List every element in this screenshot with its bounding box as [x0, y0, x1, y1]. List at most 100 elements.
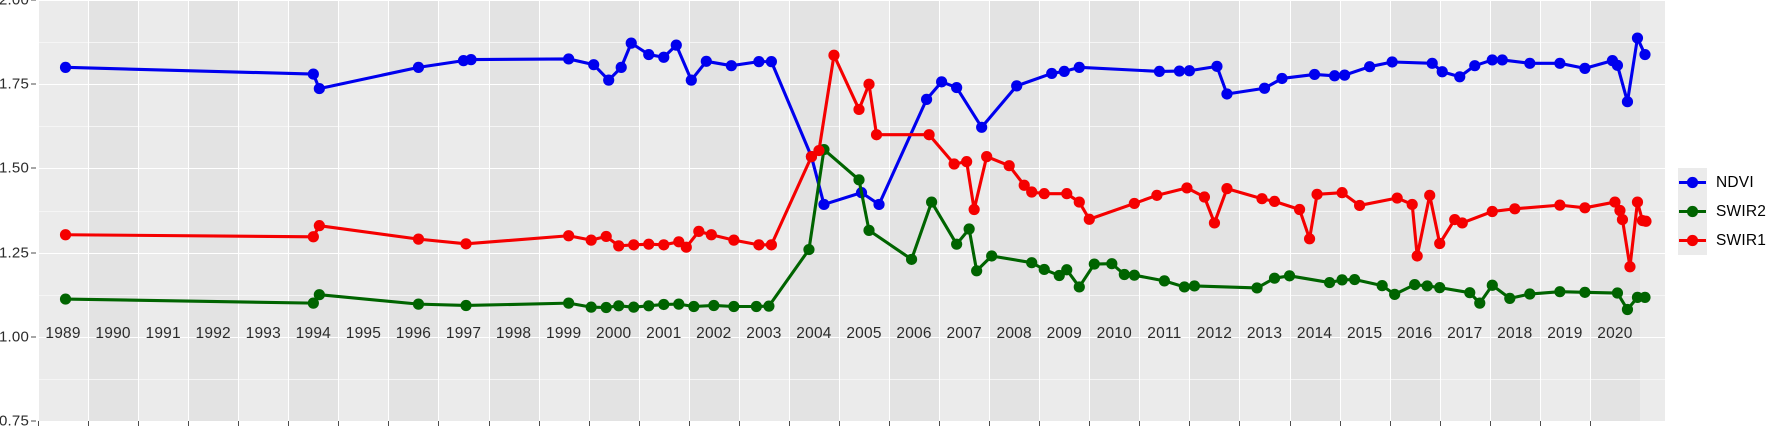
data-point [725, 60, 737, 72]
x-axis-tick-mark [238, 421, 239, 426]
x-axis-tick-mark [789, 421, 790, 426]
data-point [1058, 65, 1070, 77]
data-point [1088, 258, 1100, 270]
data-point [753, 56, 765, 68]
x-axis-tick-mark [138, 421, 139, 426]
x-axis-tick-label: 1995 [345, 325, 382, 342]
x-axis-tick-mark [1039, 421, 1040, 426]
data-point [1554, 57, 1566, 69]
data-point [951, 238, 963, 250]
vertical-gridline [1039, 0, 1040, 421]
data-point [986, 250, 998, 262]
legend-key-icon [1678, 226, 1707, 255]
legend-item-swir2[interactable]: SWIR2 [1678, 197, 1773, 226]
data-point [1038, 263, 1050, 276]
data-point [1454, 71, 1466, 83]
data-point [658, 239, 670, 251]
data-point [948, 158, 960, 170]
data-point [1181, 182, 1193, 194]
x-axis-tick-mark [1290, 421, 1291, 426]
data-point [585, 234, 597, 246]
data-point [1389, 288, 1401, 300]
y-axis-tick-label: 1.00 [0, 328, 29, 346]
data-point [600, 301, 612, 314]
data-point [813, 144, 825, 157]
legend-key-icon [1678, 197, 1707, 226]
series-swir1 [59, 49, 1652, 273]
data-point [1221, 183, 1233, 195]
x-axis-tick-label: 1997 [445, 325, 482, 342]
horizontal-gridline-major [38, 337, 1665, 338]
data-point [313, 220, 325, 232]
data-point [588, 59, 600, 71]
panel-band [388, 0, 439, 421]
data-point [1251, 282, 1263, 294]
data-point [1073, 281, 1085, 293]
data-point [412, 233, 425, 245]
vertical-gridline [839, 0, 840, 421]
x-axis-tick-label: 2008 [996, 325, 1032, 342]
data-point [1211, 60, 1223, 72]
data-point [643, 300, 655, 312]
x-axis-tick-label: 1989 [45, 325, 81, 342]
data-point [863, 224, 875, 236]
plot-panel [38, 0, 1665, 421]
data-point [1268, 272, 1281, 284]
x-axis-tick-label: 2011 [1147, 325, 1182, 342]
data-point [1038, 188, 1050, 200]
data-point [700, 55, 712, 67]
data-point [658, 51, 670, 63]
data-point [1386, 56, 1398, 68]
data-point [1118, 268, 1130, 281]
data-point [1474, 297, 1486, 309]
x-axis-tick-label: 2019 [1547, 325, 1583, 342]
data-point [693, 225, 705, 237]
data-point [1221, 88, 1233, 100]
data-point [1391, 192, 1403, 204]
data-point [765, 56, 778, 68]
data-point [968, 203, 980, 216]
data-point [685, 74, 697, 86]
data-point [1026, 186, 1038, 198]
data-point [818, 198, 830, 211]
x-axis-tick-label: 2015 [1346, 325, 1383, 342]
data-point [1624, 261, 1636, 273]
x-axis [38, 421, 1665, 442]
data-point [1208, 217, 1221, 229]
data-point [920, 93, 933, 105]
series-ndvi [59, 32, 1651, 211]
vertical-gridline [438, 0, 439, 421]
data-point [1083, 213, 1095, 225]
data-point [1426, 57, 1438, 69]
data-point [680, 241, 692, 253]
data-point [585, 301, 597, 313]
series-line [63, 53, 1648, 269]
horizontal-gridline-minor [38, 295, 1665, 296]
data-point [460, 238, 472, 250]
data-point [1456, 217, 1468, 229]
legend-key-icon [1678, 168, 1707, 197]
data-point [1579, 286, 1591, 298]
legend-item-swir1[interactable]: SWIR1 [1678, 226, 1773, 255]
data-point [870, 129, 883, 141]
vertical-gridline [1340, 0, 1341, 421]
data-point [1621, 96, 1634, 108]
data-point [1579, 62, 1591, 74]
data-point [763, 300, 775, 312]
vertical-gridline [1440, 0, 1441, 421]
x-axis-tick-mark [1340, 421, 1341, 426]
data-point [1308, 68, 1321, 81]
legend-item-ndvi[interactable]: NDVI [1678, 168, 1773, 197]
x-axis-tick-label: 2007 [946, 325, 982, 342]
vertical-gridline [689, 0, 690, 421]
data-point [1434, 237, 1446, 250]
x-axis-tick-mark [1089, 421, 1090, 426]
x-axis-tick-mark [288, 421, 289, 426]
data-point [1376, 280, 1388, 292]
x-axis-tick-label: 1994 [295, 325, 331, 342]
data-point [803, 243, 815, 256]
x-axis-tick-mark [639, 421, 640, 426]
x-axis-tick-mark [1490, 421, 1491, 426]
data-point [1339, 69, 1351, 81]
x-axis-tick-mark [889, 421, 890, 426]
